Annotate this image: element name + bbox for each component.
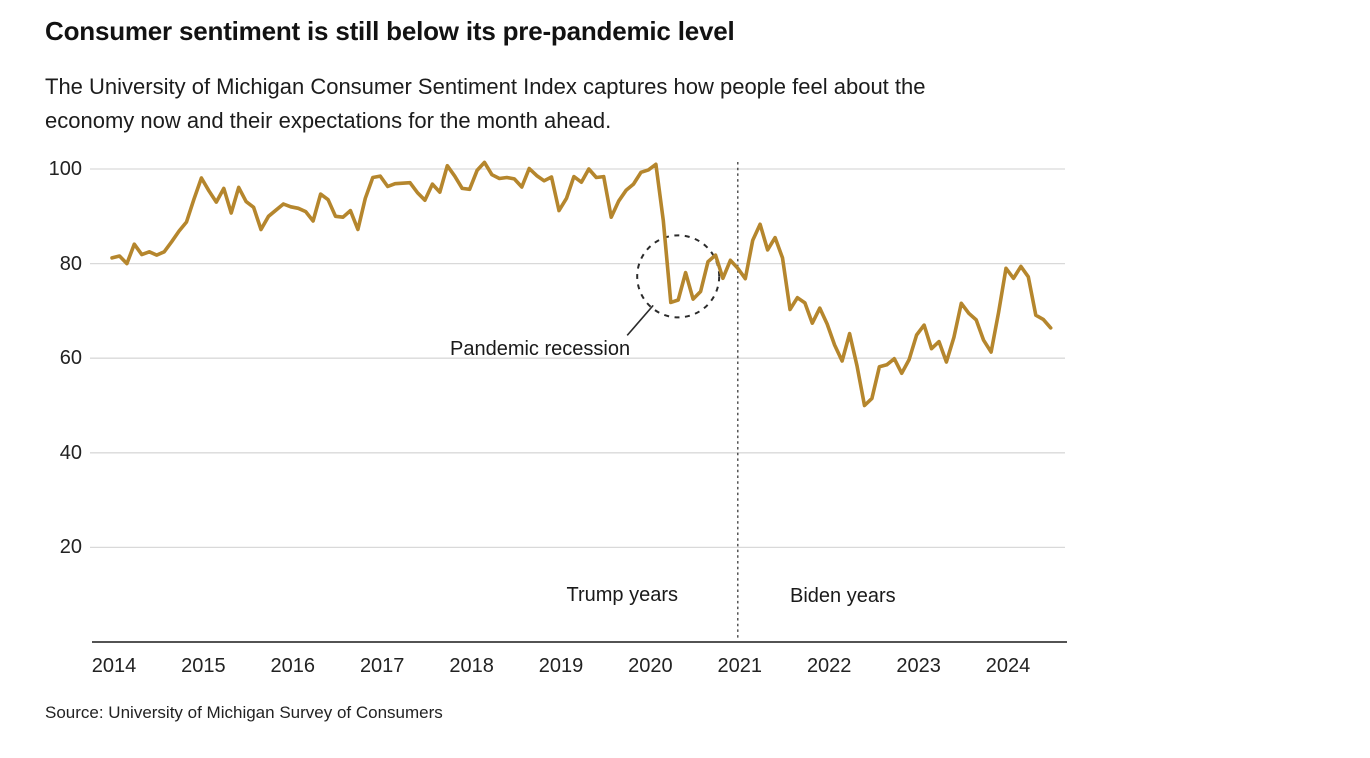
y-tick-label: 40	[59, 441, 82, 464]
y-tick-label: 100	[48, 158, 82, 180]
trump-years-label: Trump years	[566, 584, 678, 606]
biden-years-label: Biden years	[790, 585, 896, 607]
x-tick-label: 2022	[806, 655, 852, 677]
x-tick-label: 2020	[628, 655, 673, 677]
x-tick-label: 2014	[91, 655, 137, 677]
y-tick-label: 60	[59, 347, 82, 370]
x-tick-label: 2017	[359, 655, 405, 677]
source-note: Source: University of Michigan Survey of…	[45, 703, 443, 722]
x-tick-label: 2021	[717, 655, 763, 677]
chart-subtitle: The University of Michigan Consumer Sent…	[45, 74, 926, 133]
x-tick-label: 2018	[449, 655, 494, 677]
pandemic-recession-annotation: Pandemic recession	[450, 338, 631, 360]
x-tick-label: 2016	[270, 655, 316, 677]
x-tick-label: 2015	[181, 655, 226, 677]
x-tick-label: 2023	[896, 655, 941, 677]
pandemic-callout-line	[626, 304, 654, 336]
y-tick-label: 20	[59, 536, 82, 559]
chart-title: Consumer sentiment is still below its pr…	[45, 16, 735, 46]
y-tick-label: 80	[59, 252, 82, 275]
pandemic-recession-circle	[636, 234, 721, 319]
x-tick-label: 2019	[538, 655, 584, 677]
sentiment-index-line	[110, 160, 1053, 408]
x-tick-label: 2024	[985, 655, 1031, 677]
